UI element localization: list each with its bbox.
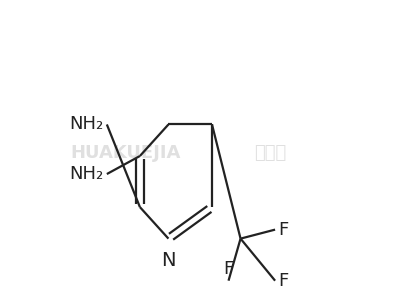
- Text: F: F: [279, 221, 289, 239]
- Text: 化学加: 化学加: [254, 144, 286, 162]
- Text: NH₂: NH₂: [69, 115, 104, 133]
- Text: N: N: [161, 251, 176, 270]
- Text: NH₂: NH₂: [69, 165, 104, 183]
- Text: F: F: [223, 260, 234, 278]
- Text: F: F: [279, 272, 289, 290]
- Text: HUAKUEJIA: HUAKUEJIA: [71, 144, 181, 162]
